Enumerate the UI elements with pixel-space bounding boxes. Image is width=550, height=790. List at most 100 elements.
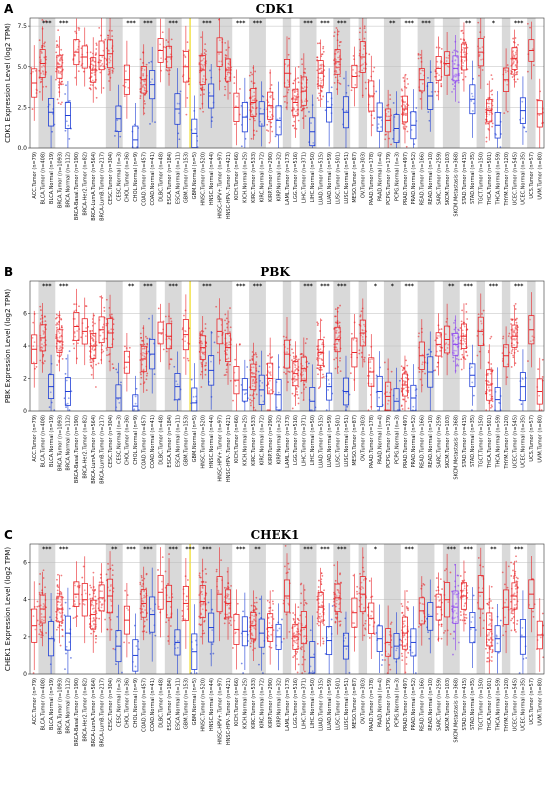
box-kirp-normal-n-32 <box>274 81 282 148</box>
data-point <box>389 668 392 671</box>
data-point <box>77 342 79 345</box>
data-point <box>375 374 378 377</box>
data-point <box>293 98 295 100</box>
x-category-label: UVM.Tumor (n=80) <box>538 415 544 463</box>
data-point <box>70 656 72 659</box>
data-point <box>287 562 290 565</box>
data-point <box>306 366 309 368</box>
data-point <box>240 662 243 665</box>
data-point <box>76 330 79 332</box>
data-point <box>203 353 206 356</box>
panel-letter-a: A <box>4 2 14 16</box>
data-point <box>451 605 453 608</box>
box-kirc-normal-n-72 <box>258 81 266 147</box>
data-point <box>491 89 494 92</box>
data-point <box>140 618 143 621</box>
data-point <box>74 616 77 619</box>
data-point <box>148 61 150 64</box>
data-point <box>483 619 485 622</box>
box-lihc-tumor-n-371 <box>300 53 309 129</box>
data-point <box>487 128 490 130</box>
x-category-label: UCEC.Normal (n=35) <box>521 415 527 468</box>
data-point <box>515 64 517 66</box>
data-point <box>323 365 325 368</box>
data-point <box>111 569 114 572</box>
data-point <box>48 406 51 409</box>
box-ucs-tumor-n-57 <box>527 292 535 368</box>
box-uvm-tumor-n-80 <box>536 598 545 672</box>
data-point <box>58 332 61 335</box>
box-acc-tumor-n-79 <box>30 45 38 121</box>
y-tick-label: 7.5 <box>17 23 27 30</box>
data-point <box>348 393 351 396</box>
data-point <box>311 670 314 673</box>
data-point <box>362 53 364 56</box>
data-point <box>199 331 202 334</box>
data-point <box>510 575 513 577</box>
data-point <box>140 336 143 339</box>
data-point <box>335 332 338 335</box>
data-point <box>486 83 489 86</box>
data-point <box>318 386 321 388</box>
data-point <box>453 81 456 84</box>
data-point <box>270 646 273 649</box>
data-point <box>106 349 108 351</box>
data-point <box>225 364 228 367</box>
chart-title-cdk1: CDK1 <box>255 2 295 16</box>
data-point <box>99 71 102 74</box>
data-point <box>228 46 230 49</box>
data-point <box>202 352 204 355</box>
data-point <box>57 620 60 622</box>
data-point <box>532 64 535 67</box>
data-point <box>65 406 67 408</box>
data-point <box>415 107 418 109</box>
data-point <box>316 642 319 645</box>
box-laml-tumor-n-173 <box>282 544 291 640</box>
x-category-label: HNSC.Normal (n=44) <box>209 415 215 468</box>
data-point <box>430 350 433 353</box>
data-point <box>226 613 229 616</box>
data-point <box>368 580 371 582</box>
box-stad-normal-n-35 <box>469 587 477 668</box>
data-point <box>90 625 93 627</box>
data-point <box>255 361 258 364</box>
data-point <box>403 367 406 370</box>
data-point <box>297 402 300 405</box>
data-point <box>154 121 156 124</box>
x-category-label: SARC.Tumor (n=259) <box>436 152 442 205</box>
data-point <box>270 616 273 618</box>
data-point <box>253 95 256 97</box>
data-point <box>321 343 323 346</box>
data-point <box>456 363 459 366</box>
data-point <box>178 112 180 115</box>
data-point <box>39 318 42 320</box>
data-point <box>338 620 341 623</box>
x-category-label: THYM.Tumor (n=120) <box>504 152 510 207</box>
box-kich-tumor-n-66 <box>233 69 241 146</box>
data-point <box>504 616 506 619</box>
data-point <box>40 338 43 341</box>
data-point <box>316 59 319 61</box>
data-point <box>92 346 94 348</box>
data-point <box>95 635 98 637</box>
data-point <box>102 87 105 89</box>
data-point <box>491 93 493 96</box>
data-point <box>487 122 489 125</box>
box-read-tumor-n-166 <box>417 49 425 110</box>
data-point <box>482 309 485 312</box>
data-point <box>277 391 280 394</box>
data-point <box>107 73 110 76</box>
data-point <box>460 358 463 361</box>
data-point <box>333 564 336 567</box>
data-point <box>294 637 296 639</box>
data-point <box>56 364 59 366</box>
data-point <box>63 614 66 617</box>
data-point <box>477 557 480 559</box>
data-point <box>318 595 320 597</box>
x-category-label: HNSC-HPV-.Tumor (n=421) <box>226 415 232 482</box>
data-point <box>363 341 366 344</box>
data-point <box>57 573 59 576</box>
data-point <box>489 120 491 122</box>
data-point <box>291 392 294 395</box>
data-point <box>531 335 534 338</box>
